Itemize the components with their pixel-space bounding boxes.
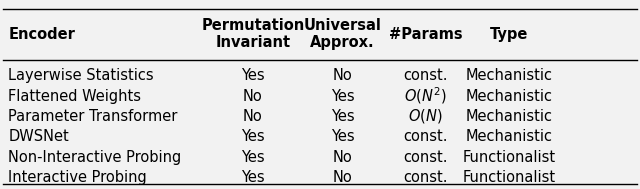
Text: Yes: Yes: [241, 150, 264, 165]
Text: Encoder: Encoder: [8, 26, 75, 42]
Text: Mechanistic: Mechanistic: [465, 109, 552, 124]
Text: Type: Type: [490, 26, 528, 42]
Text: Mechanistic: Mechanistic: [465, 88, 552, 104]
Text: Functionalist: Functionalist: [462, 170, 556, 185]
Text: const.: const.: [403, 170, 448, 185]
Text: Layerwise Statistics: Layerwise Statistics: [8, 68, 154, 83]
Text: Universal
Approx.: Universal Approx.: [303, 18, 381, 50]
Text: Parameter Transformer: Parameter Transformer: [8, 109, 178, 124]
Text: const.: const.: [403, 150, 448, 165]
Text: Interactive Probing: Interactive Probing: [8, 170, 147, 185]
Text: Mechanistic: Mechanistic: [465, 129, 552, 144]
Text: $O(N)$: $O(N)$: [408, 107, 443, 125]
Text: Yes: Yes: [241, 129, 264, 144]
Text: Yes: Yes: [331, 88, 354, 104]
Text: Yes: Yes: [241, 170, 264, 185]
Text: #Params: #Params: [388, 26, 463, 42]
Text: $O(N^2)$: $O(N^2)$: [404, 86, 447, 106]
Text: No: No: [243, 109, 262, 124]
Text: No: No: [243, 88, 262, 104]
Text: const.: const.: [403, 129, 448, 144]
Text: Functionalist: Functionalist: [462, 150, 556, 165]
Text: Flattened Weights: Flattened Weights: [8, 88, 141, 104]
Text: Permutation
Invariant: Permutation Invariant: [201, 18, 305, 50]
Text: const.: const.: [403, 68, 448, 83]
Text: Non-Interactive Probing: Non-Interactive Probing: [8, 150, 182, 165]
Text: Yes: Yes: [241, 68, 264, 83]
Text: Yes: Yes: [331, 129, 354, 144]
Text: Mechanistic: Mechanistic: [465, 68, 552, 83]
Text: DWSNet: DWSNet: [8, 129, 69, 144]
Text: No: No: [333, 150, 352, 165]
Text: No: No: [333, 68, 352, 83]
Text: Yes: Yes: [331, 109, 354, 124]
Text: No: No: [333, 170, 352, 185]
